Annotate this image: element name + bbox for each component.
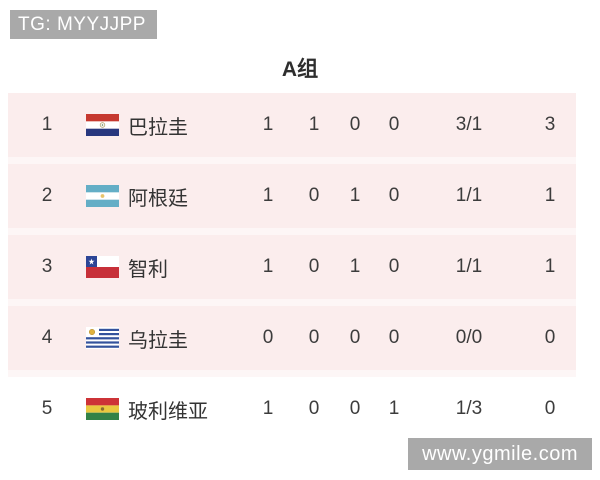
won-cell: 0 — [308, 256, 320, 277]
won-cell: 0 — [308, 327, 320, 348]
drawn-cell: 1 — [349, 185, 361, 206]
table-row: 1 巴拉圭 1 1 0 0 3/1 3 — [8, 93, 576, 157]
rank-cell: 1 — [41, 114, 53, 135]
flag-cell — [86, 185, 122, 207]
drawn-cell: 1 — [349, 256, 361, 277]
points-cell: 3 — [544, 114, 556, 135]
website-watermark: www.ygmile.com — [408, 438, 592, 470]
drawn-cell: 0 — [349, 327, 361, 348]
drawn-cell: 0 — [349, 398, 361, 419]
table-row: 3 智利 1 0 1 0 1/1 1 — [8, 235, 576, 299]
team-name-cell: 阿根廷 — [128, 187, 188, 210]
points-cell: 1 — [544, 185, 556, 206]
lost-cell: 0 — [388, 256, 400, 277]
team-name-cell: 玻利维亚 — [128, 400, 208, 423]
flag-cell — [86, 327, 122, 349]
standings-table: 1 巴拉圭 1 1 0 0 3/1 3 2 阿根廷 1 0 1 0 1/1 1 3 智利 1 0 1 0 1/1 1 4 乌拉圭 0… — [8, 93, 576, 441]
flag-cell — [86, 114, 122, 136]
won-cell: 0 — [308, 185, 320, 206]
lost-cell: 0 — [388, 114, 400, 135]
won-cell: 1 — [308, 114, 320, 135]
goals-cell: 1/1 — [455, 185, 483, 206]
lost-cell: 0 — [388, 185, 400, 206]
flag-cell — [86, 398, 122, 420]
points-cell: 1 — [544, 256, 556, 277]
drawn-cell: 0 — [349, 114, 361, 135]
goals-cell: 1/3 — [455, 398, 483, 419]
rank-cell: 4 — [41, 327, 53, 348]
goals-cell: 0/0 — [455, 327, 483, 348]
won-cell: 0 — [308, 398, 320, 419]
goals-cell: 1/1 — [455, 256, 483, 277]
lost-cell: 0 — [388, 327, 400, 348]
played-cell: 1 — [262, 256, 274, 277]
chile-flag-icon — [86, 256, 119, 278]
played-cell: 0 — [262, 327, 274, 348]
played-cell: 1 — [262, 114, 274, 135]
table-row: 4 乌拉圭 0 0 0 0 0/0 0 — [8, 306, 576, 370]
bolivia-flag-icon — [86, 398, 119, 420]
table-row: 5 玻利维亚 1 0 0 1 1/3 0 — [8, 377, 576, 441]
lost-cell: 1 — [388, 398, 400, 419]
telegram-watermark: TG: MYYJJPP — [10, 10, 157, 39]
rank-cell: 2 — [41, 185, 53, 206]
team-name-cell: 智利 — [128, 258, 168, 281]
group-title: A组 — [281, 58, 319, 81]
played-cell: 1 — [262, 398, 274, 419]
goals-cell: 3/1 — [455, 114, 483, 135]
points-cell: 0 — [544, 398, 556, 419]
flag-cell — [86, 256, 122, 278]
points-cell: 0 — [544, 327, 556, 348]
paraguay-flag-icon — [86, 114, 119, 136]
team-name-cell: 乌拉圭 — [128, 329, 188, 352]
argentina-flag-icon — [86, 185, 119, 207]
rank-cell: 5 — [41, 398, 53, 419]
uruguay-flag-icon — [86, 327, 119, 349]
rank-cell: 3 — [41, 256, 53, 277]
team-name-cell: 巴拉圭 — [128, 116, 188, 139]
table-row: 2 阿根廷 1 0 1 0 1/1 1 — [8, 164, 576, 228]
played-cell: 1 — [262, 185, 274, 206]
